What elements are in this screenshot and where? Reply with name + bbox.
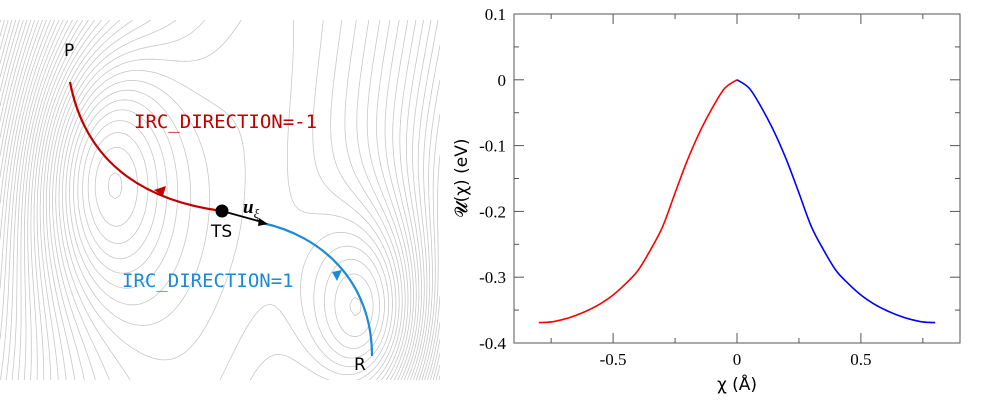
reactant-label: R bbox=[354, 355, 366, 375]
direction-vector-label: uξ bbox=[243, 197, 260, 221]
product-label: P bbox=[64, 41, 74, 61]
contour-line bbox=[0, 20, 440, 380]
irc-positive-path bbox=[261, 221, 374, 357]
series-line-2 bbox=[736, 79, 936, 324]
series-lines bbox=[538, 79, 936, 324]
transition-state-point bbox=[215, 204, 229, 218]
y-tick-label: 0.1 bbox=[485, 5, 506, 24]
y-tick-label: -0.3 bbox=[479, 268, 506, 287]
x-tick-label: 0 bbox=[733, 350, 742, 369]
x-tick-label: 0.5 bbox=[850, 350, 871, 369]
y-tick-label: -0.4 bbox=[479, 334, 506, 353]
irc-negative-path bbox=[68, 81, 223, 213]
axis-ticks: 0.1 0 -0.1 -0.2 -0.3 -0.4 -0.5 0 0.5 bbox=[479, 5, 960, 369]
y-tick-label: -0.2 bbox=[479, 202, 506, 221]
series-line-1 bbox=[538, 79, 738, 324]
direction-vector-arrowhead-icon bbox=[258, 218, 268, 226]
irc-direction-positive-label: IRC_DIRECTION=1 bbox=[122, 270, 294, 292]
direction-vector-arrow bbox=[221, 210, 263, 223]
contour-lines bbox=[0, 20, 440, 380]
irc-negative-arrow-icon bbox=[154, 186, 166, 196]
y-axis-label: 𝓤(χ) (eV) bbox=[452, 139, 472, 218]
potential-energy-surface-diagram: P TS R uξ IRC_DIRECTION=-1 IRC_DIRECTION… bbox=[0, 20, 440, 380]
transition-state-label: TS bbox=[210, 222, 232, 242]
x-axis-label: χ (Å) bbox=[717, 373, 757, 395]
plot-frame bbox=[513, 13, 961, 344]
irc-positive-arrow-icon bbox=[332, 270, 342, 281]
irc-direction-negative-label: IRC_DIRECTION=-1 bbox=[134, 111, 317, 133]
y-tick-label: 0 bbox=[498, 71, 507, 90]
y-tick-label: -0.1 bbox=[479, 137, 506, 156]
x-tick-label: -0.5 bbox=[600, 350, 627, 369]
